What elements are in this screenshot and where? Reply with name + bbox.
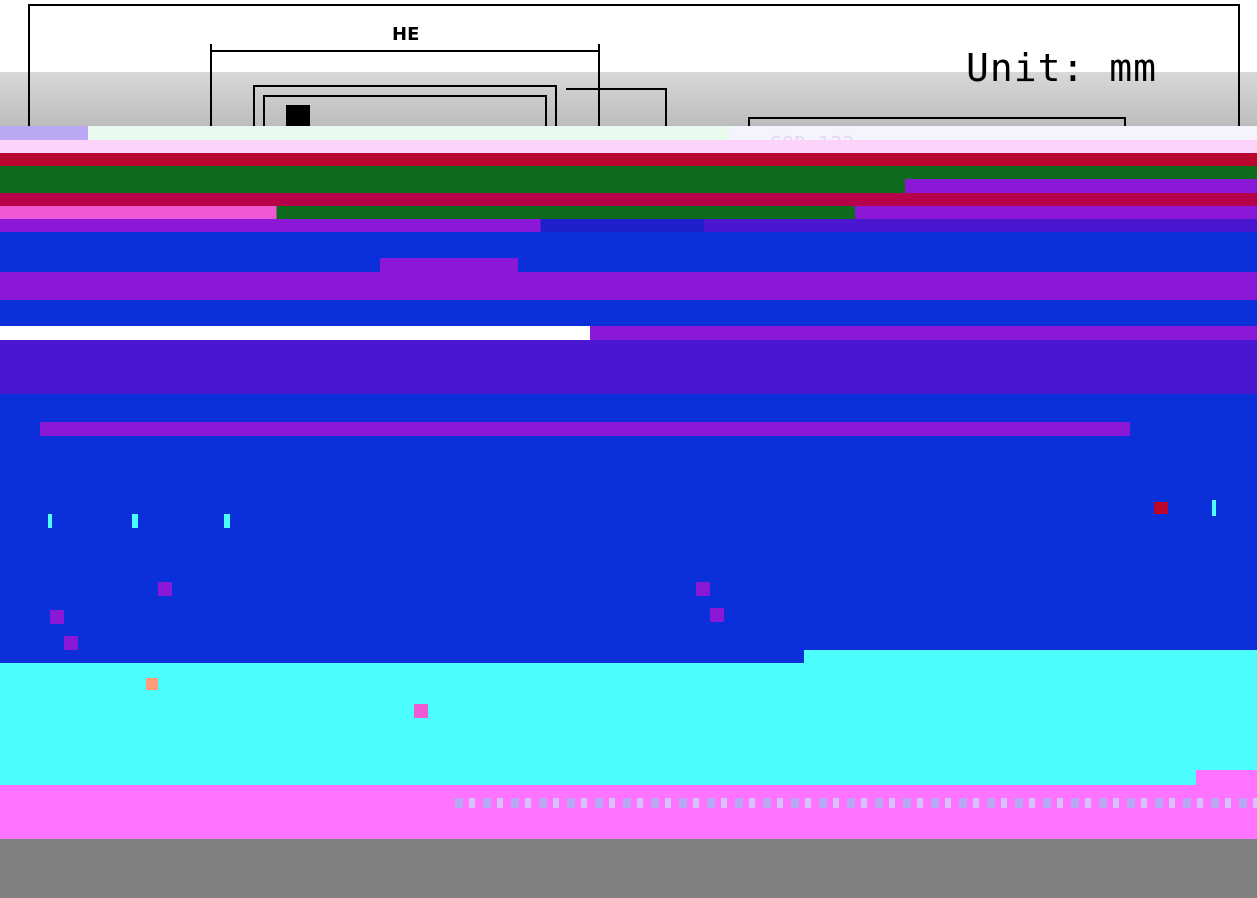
artifact-12: [414, 704, 428, 718]
corrupted-block-3: [40, 422, 1130, 436]
corrupted-band-11: [0, 300, 1257, 326]
package-table-header: [748, 117, 1126, 128]
dimension-extension-right: [598, 44, 600, 128]
artifact-10: [1154, 502, 1168, 514]
dimension-line-he: [210, 50, 600, 52]
corrupted-band-1: [0, 126, 1257, 140]
unit-label: Unit: mm: [966, 46, 1158, 90]
corrupted-band-16: [0, 785, 1257, 839]
height-reference-line: [566, 88, 666, 90]
corrupted-block-1: [380, 258, 518, 272]
corrupted-band-3: [0, 153, 1257, 166]
artifact-11: [146, 678, 158, 690]
dimension-label-he: HE: [392, 24, 420, 45]
corrupted-band-6: [0, 193, 1257, 206]
corrupted-block-5: [1196, 770, 1257, 785]
package-outline-inner: [263, 95, 547, 128]
corrupted-band-12: [0, 340, 1257, 354]
corrupted-band-7: [0, 206, 1257, 219]
artifact-6: [50, 610, 64, 624]
corrupted-band-8: [0, 219, 1257, 232]
drawing-frame: [28, 4, 1240, 128]
corrupted-band-4: [0, 166, 1257, 179]
artifact-8: [696, 582, 710, 596]
artifact-2: [132, 514, 138, 528]
corrupted-band-2: [0, 140, 1257, 153]
corrupted-band-10: [0, 272, 1257, 300]
corrupted-pattern-row: [455, 798, 1257, 808]
package-outline-outer: [253, 85, 557, 128]
artifact-3: [224, 514, 230, 528]
corrupted-band-17: [0, 839, 1257, 898]
corrupted-band-13: [0, 354, 1257, 394]
pin-one-marker: [286, 105, 310, 127]
artifact-5: [158, 582, 172, 596]
dimension-extension-left: [210, 44, 212, 128]
corrupted-band-5: [0, 179, 1257, 193]
artifact-7: [64, 636, 78, 650]
corrupted-band-9: [0, 232, 1257, 272]
corrupted-block-2: [590, 326, 1257, 340]
corrupted-band-15: [0, 663, 1257, 785]
height-dimension-line: [665, 88, 667, 128]
artifact-9: [710, 608, 724, 622]
artifact-1: [48, 514, 52, 528]
artifact-4: [1212, 500, 1216, 516]
corrupted-block-4: [804, 650, 1257, 663]
corrupted-band-14: [0, 394, 1257, 663]
